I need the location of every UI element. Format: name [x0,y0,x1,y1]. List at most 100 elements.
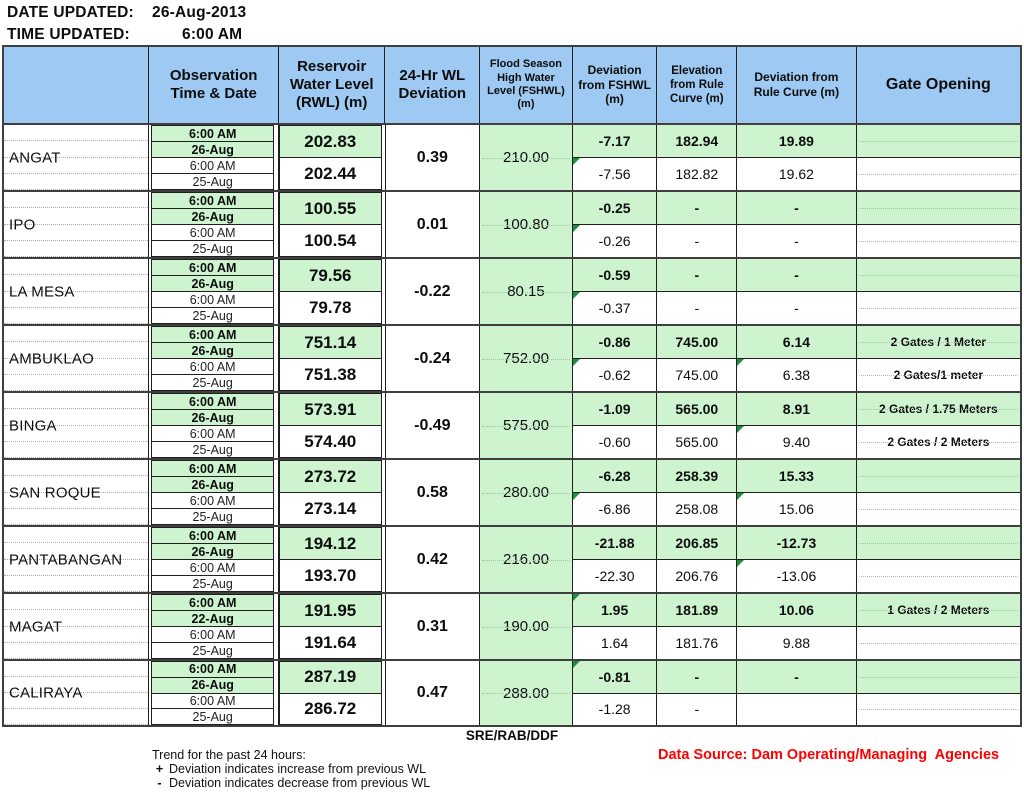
gridline [4,241,149,257]
header-reservoir-water-level: Reservoir Water Level (RWL) (m) [279,47,386,123]
elevation-rule-curve-cell: 258.39 258.08 [657,460,738,525]
dam-name-cell: AMBUKLAO [4,326,150,391]
rwl-current: 287.19 [278,661,382,694]
obs-time-previous: 6:00 AM [151,157,274,174]
rwl-current: 191.95 [278,594,382,627]
dam-name: IPO [9,216,36,233]
rwl-current: 202.83 [278,125,382,158]
deviation-rule-curve-cell: 8.91 9.40 [737,393,857,458]
elevation-rule-curve-previous: 206.76 [657,560,737,592]
trend-title: Trend for the past 24 hours: [152,748,306,762]
date-updated-label: DATE UPDATED: [7,4,134,21]
gridline [4,527,149,544]
gridline [4,225,149,241]
deviation-rule-curve-cell: 10.06 9.88 [737,594,857,659]
dam-name: MAGAT [9,618,63,635]
header-observation-time-date: Observation Time & Date [149,47,279,123]
obs-date-current: 26-Aug [151,275,274,292]
gate-opening-current [856,460,1021,493]
comment-marker-icon [737,359,745,366]
fshwl-value: 190.00 [480,594,573,659]
gridline [4,192,149,209]
deviation-fshwl-current: -7.17 [572,125,657,158]
gate-opening-previous [856,493,1021,525]
observation-cell: 6:00 AM 26-Aug 6:00 AM 25-Aug [149,326,279,391]
wl-deviation-24hr: -0.49 [386,393,481,458]
rwl-current: 79.56 [278,259,382,292]
elevation-rule-curve-current: - [657,259,737,292]
deviation-rule-curve-previous: 9.88 [737,627,856,659]
comment-marker-icon [572,594,580,601]
deviation-rule-curve-cell: 6.14 6.38 [737,326,857,391]
gridline [4,627,149,643]
deviation-rule-curve-previous: 9.40 [737,426,856,458]
obs-date-previous: 25-Aug [151,374,274,391]
rwl-previous: 191.64 [278,626,382,659]
obs-date-previous: 25-Aug [151,642,274,659]
gridline [4,375,149,391]
obs-time-current: 6:00 AM [151,259,274,276]
obs-date-previous: 25-Aug [151,240,274,257]
wl-deviation-24hr: 0.42 [386,527,481,592]
deviation-rule-curve-current: 8.91 [737,393,856,426]
deviation-fshwl-cell: 1.95 1.64 [572,594,658,659]
obs-date-current: 26-Aug [151,676,274,694]
gridline [4,661,149,677]
gate-opening-current [856,125,1021,158]
dam-name-cell: PANTABANGAN [4,527,150,592]
elevation-rule-curve-previous: 258.08 [657,493,737,525]
gridline [4,543,149,560]
header-fshwl: Flood Season High Water Level (FSHWL) (m… [480,47,573,123]
deviation-fshwl-cell: -0.25 -0.26 [572,192,658,257]
obs-time-previous: 6:00 AM [151,559,274,576]
trend-increase-line: + Deviation indicates increase from previ… [152,762,430,776]
comment-marker-icon [572,225,580,232]
time-updated-value: 6:00 AM [182,26,243,43]
deviation-rule-curve-current: - [737,192,856,225]
obs-time-previous: 6:00 AM [151,358,274,375]
header-elevation-from-rule-curve: Elevation from Rule Curve (m) [657,47,738,123]
gridline [4,174,149,190]
obs-time-current: 6:00 AM [151,527,274,544]
elevation-rule-curve-cell: 206.85 206.76 [657,527,738,592]
deviation-rule-curve-previous: 15.06 [737,493,856,525]
deviation-fshwl-current: -0.81 [572,661,657,694]
gridline [4,693,149,709]
rwl-previous: 79.78 [278,291,382,324]
wl-deviation-24hr: 0.31 [386,594,481,659]
elevation-rule-curve-current: - [657,661,737,694]
obs-time-current: 6:00 AM [151,594,274,611]
deviation-rule-curve-current: 10.06 [737,594,856,627]
gate-opening-cell [856,460,1021,525]
fshwl-value: 288.00 [480,661,573,725]
deviation-fshwl-current: -1.09 [572,393,657,426]
obs-date-current: 22-Aug [151,610,274,627]
rwl-current: 194.12 [278,527,382,560]
gridline [4,610,149,627]
observation-cell: 6:00 AM 26-Aug 6:00 AM 25-Aug [149,460,279,525]
deviation-fshwl-current: 1.95 [572,594,657,627]
dam-row: SAN ROQUE 6:00 AM 26-Aug 6:00 AM 25-Aug 273.7… [4,460,1021,527]
fshwl-value: 216.00 [480,527,573,592]
data-source-note: Data Source: Dam Operating/Managing Agen… [658,747,1000,763]
comment-marker-icon [572,493,580,500]
gridline [4,576,149,592]
deviation-rule-curve-cell: -12.73 -13.06 [737,527,857,592]
deviation-rule-curve-current: 19.89 [737,125,856,158]
elevation-rule-curve-current: 258.39 [657,460,737,493]
dam-row: AMBUKLAO 6:00 AM 26-Aug 6:00 AM 25-Aug 751.14… [4,326,1021,393]
gate-opening-current [856,527,1021,560]
date-updated-value: 26-Aug-2013 [152,4,247,21]
observation-cell: 6:00 AM 26-Aug 6:00 AM 25-Aug [149,661,279,725]
deviation-fshwl-cell: -21.88 -22.30 [572,527,658,592]
elevation-rule-curve-cell: 745.00 745.00 [657,326,738,391]
gridline [4,275,149,292]
gridline [4,393,149,410]
header-deviation-from-rule-curve: Deviation from Rule Curve (m) [737,47,857,123]
deviation-fshwl-previous: -22.30 [572,560,657,592]
deviation-fshwl-previous: -0.60 [572,426,657,458]
deviation-rule-curve-current: - [737,661,856,694]
obs-time-previous: 6:00 AM [151,425,274,442]
deviation-rule-curve-previous: - [737,292,856,324]
deviation-rule-curve-previous: 19.62 [737,158,856,190]
